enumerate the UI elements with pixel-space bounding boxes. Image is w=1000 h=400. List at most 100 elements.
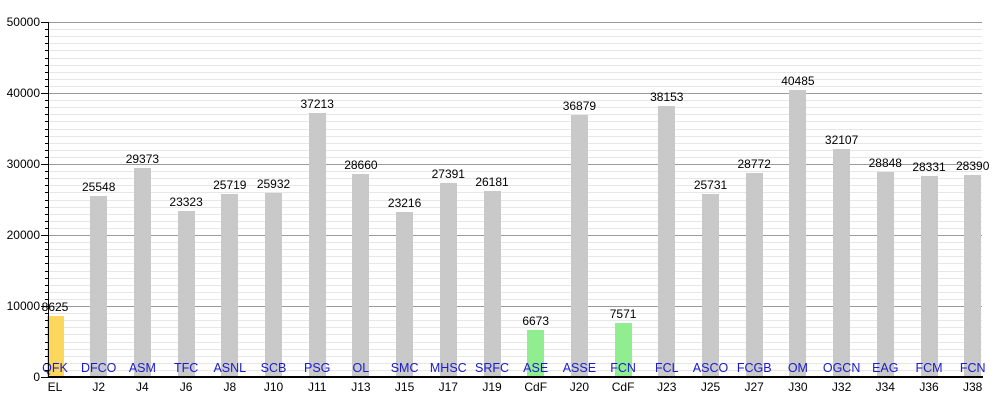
y-minor-tick: [45, 227, 48, 229]
team-label: SMC: [390, 361, 419, 375]
bar-value-label: 28848: [868, 156, 902, 170]
x-tick-label: J8: [223, 380, 237, 394]
y-minor-tick: [45, 291, 48, 293]
minor-gridline: [48, 149, 982, 151]
y-minor-tick: [45, 206, 48, 208]
minor-gridline: [48, 334, 982, 336]
y-tick-label: 30000: [6, 157, 40, 171]
minor-gridline: [48, 121, 982, 123]
minor-gridline: [48, 156, 982, 158]
minor-gridline: [48, 100, 982, 102]
team-label: OL: [352, 361, 370, 375]
y-minor-tick: [45, 220, 48, 222]
team-label: ASM: [128, 361, 156, 375]
x-tick-label: CdF: [524, 380, 548, 394]
team-label: TFC: [173, 361, 199, 375]
bar-value-label: 23323: [169, 195, 203, 209]
y-tick-label: 10000: [6, 299, 40, 313]
team-label: FCGB: [736, 361, 772, 375]
bar-value-label: 28390: [956, 159, 990, 173]
y-minor-tick: [45, 327, 48, 329]
bar-tfc-j6: [177, 211, 195, 377]
y-minor-tick: [45, 192, 48, 194]
y-major-tick: [41, 164, 48, 165]
bar-value-label: 28331: [912, 160, 946, 174]
minor-gridline: [48, 369, 982, 371]
x-tick-label: J25: [700, 380, 721, 394]
minor-gridline: [48, 29, 982, 31]
y-major-tick: [41, 22, 48, 23]
y-minor-tick: [45, 242, 48, 244]
bar-smc-j15: [396, 212, 414, 377]
bar-value-label: 37213: [300, 97, 334, 111]
minor-gridline: [48, 171, 982, 173]
bar-value-label: 25731: [693, 178, 728, 192]
bar-qfk-el: [46, 316, 64, 377]
team-label: FCL: [654, 361, 679, 375]
team-label: ASE: [523, 361, 549, 375]
bar-srfc-j19: [483, 191, 501, 377]
y-minor-tick: [45, 320, 48, 322]
x-tick-label: J34: [875, 380, 895, 394]
minor-gridline: [48, 142, 982, 144]
minor-gridline: [48, 50, 982, 52]
y-tick-label: 0: [33, 370, 40, 384]
major-gridline: [48, 22, 982, 23]
bar-value-label: 27391: [431, 167, 465, 181]
major-gridline: [48, 235, 982, 236]
y-tick-label: 20000: [6, 228, 40, 242]
y-minor-tick: [45, 277, 48, 279]
team-label: OGCN: [822, 361, 861, 375]
x-tick-label: J30: [788, 380, 808, 394]
y-minor-tick: [45, 185, 48, 187]
minor-gridline: [48, 242, 982, 244]
bar-ase-cdf: [527, 330, 545, 377]
minor-gridline: [48, 36, 982, 38]
minor-gridline: [48, 57, 982, 59]
bar-value-label: 28660: [344, 158, 378, 172]
minor-gridline: [48, 128, 982, 130]
x-tick-label: J27: [744, 380, 764, 394]
minor-gridline: [48, 178, 982, 180]
bar-asse-j20: [570, 115, 588, 377]
minor-gridline: [48, 114, 982, 116]
x-tick-label: J2: [92, 380, 106, 394]
x-axis-line: [48, 376, 983, 378]
y-minor-tick: [45, 71, 48, 73]
y-minor-tick: [45, 121, 48, 123]
bar-eag-j34: [876, 172, 894, 377]
y-minor-tick: [45, 36, 48, 38]
team-label: OM: [787, 361, 808, 375]
y-minor-tick: [45, 142, 48, 144]
minor-gridline: [48, 107, 982, 109]
minor-gridline: [48, 277, 982, 279]
y-minor-tick: [45, 114, 48, 116]
bar-ol-j13: [352, 174, 370, 377]
minor-gridline: [48, 320, 982, 322]
x-tick-label: J19: [482, 380, 502, 394]
y-minor-tick: [45, 64, 48, 66]
y-minor-tick: [45, 100, 48, 102]
bar-fcm-j36: [920, 176, 938, 377]
y-axis-line: [48, 22, 49, 378]
y-minor-tick: [45, 156, 48, 158]
minor-gridline: [48, 256, 982, 258]
y-major-tick: [41, 306, 48, 307]
bar-value-label: 7571: [609, 307, 637, 321]
x-tick-label: J36: [919, 380, 939, 394]
x-tick-label: J13: [351, 380, 371, 394]
bar-value-label: 6673: [522, 314, 550, 328]
y-minor-tick: [45, 50, 48, 52]
major-gridline: [48, 93, 982, 94]
y-minor-tick: [45, 313, 48, 315]
y-minor-tick: [45, 57, 48, 59]
x-tick-label: J15: [394, 380, 415, 394]
team-label: MHSC: [429, 361, 467, 375]
x-tick-label: J6: [179, 380, 193, 394]
y-minor-tick: [45, 298, 48, 300]
team-label: QFK: [42, 361, 68, 375]
y-minor-tick: [45, 355, 48, 357]
y-tick-label: 40000: [6, 86, 40, 100]
minor-gridline: [48, 227, 982, 229]
